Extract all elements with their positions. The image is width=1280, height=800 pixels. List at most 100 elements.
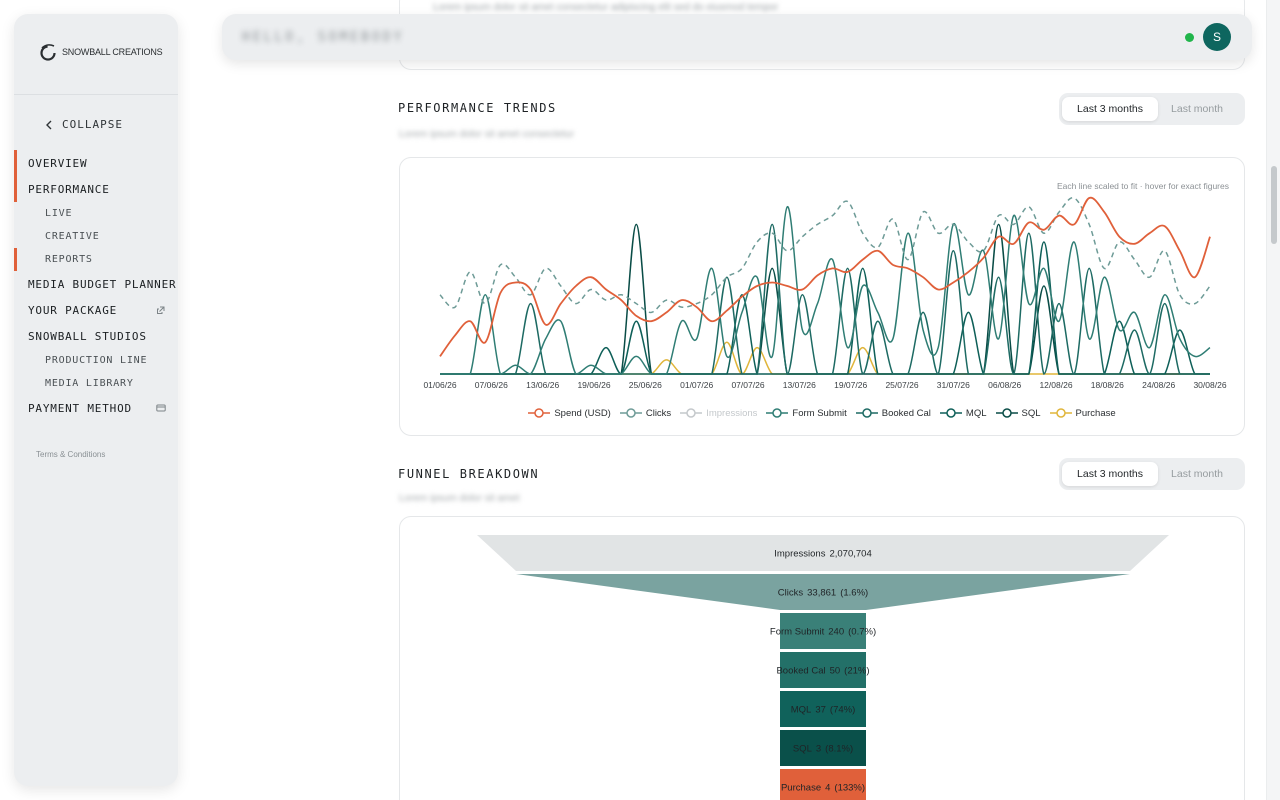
funnel-stage-value: 3 [816, 744, 821, 755]
funnel-stage-booked-cal[interactable] [780, 652, 866, 688]
performance-range-last-3-months[interactable]: Last 3 months [1062, 97, 1158, 121]
legend-label: Impressions [706, 407, 758, 419]
greeting-text: HELLO, SOMEBODY [242, 30, 405, 45]
legend-label: Purchase [1075, 407, 1116, 419]
sidebar-item-reports[interactable]: REPORTS [14, 248, 178, 271]
funnel-stage-percent: (74%) [830, 705, 855, 716]
legend-label: Spend (USD) [554, 407, 611, 419]
sidebar-item-performance[interactable]: PERFORMANCE [14, 176, 178, 202]
series-line-booked-cal[interactable] [439, 223, 1210, 375]
chevron-left-icon [46, 120, 52, 129]
sidebar-item-label: PAYMENT METHOD [28, 401, 132, 415]
x-tick-label: 07/06/26 [475, 380, 508, 390]
x-tick-label: 13/06/26 [526, 380, 559, 390]
funnel-stage-name: Impressions [774, 549, 825, 560]
series-line-form-submit[interactable] [439, 206, 1211, 375]
funnel-stage-name: SQL [793, 744, 812, 755]
x-tick-label: 19/07/26 [834, 380, 867, 390]
x-tick-label: 01/07/26 [680, 380, 713, 390]
funnel-stage-name: Form Submit [770, 627, 825, 638]
funnel-range-last-3-months[interactable]: Last 3 months [1062, 462, 1158, 486]
series-line-spend-usd[interactable] [439, 196, 1211, 357]
sidebar-item-label: LIVE [45, 208, 73, 219]
performance-title: PERFORMANCE TRENDS [398, 101, 557, 115]
funnel-stage-label: Impressions 2,070,704 [774, 549, 871, 560]
legend-item-clicks[interactable]: Clicks [619, 407, 672, 419]
sidebar-item-production-line[interactable]: PRODUCTION LINE [14, 349, 178, 372]
sidebar-item-snowball-studios[interactable]: SNOWBALL STUDIOS [14, 323, 178, 349]
performance-subtitle: Lorem ipsum dolor sit amet consectetur [399, 129, 575, 140]
legend-item-booked-cal[interactable]: Booked Cal [855, 407, 931, 419]
sidebar-item-label: PRODUCTION LINE [45, 355, 148, 366]
funnel-stage-value: 50 [830, 666, 841, 677]
sidebar-item-overview[interactable]: OVERVIEW [14, 150, 178, 176]
funnel-stage-clicks[interactable] [516, 574, 1130, 610]
funnel-stage-value: 4 [825, 783, 830, 794]
funnel-stage-label: Booked Cal 50 (21%) [776, 666, 869, 677]
series-line-mql[interactable] [439, 241, 1210, 375]
funnel-stage-name: MQL [791, 705, 812, 716]
legend-item-impressions[interactable]: Impressions [680, 407, 757, 419]
x-tick-label: 06/08/26 [988, 380, 1021, 390]
funnel-stage-label: Form Submit 240 (0.7%) [770, 627, 876, 638]
x-tick-label: 30/08/26 [1193, 380, 1226, 390]
funnel-stage-impressions[interactable] [477, 535, 1169, 571]
legend-marker-icon [995, 408, 1018, 418]
scrollbar-thumb[interactable] [1271, 166, 1277, 244]
x-tick-label: 01/06/26 [423, 380, 456, 390]
funnel-stage-form-submit[interactable] [780, 613, 866, 649]
funnel-stage-mql[interactable] [780, 691, 866, 727]
sidebar-item-live[interactable]: LIVE [14, 202, 178, 225]
funnel-stage-label: MQL 37 (74%) [791, 705, 856, 716]
funnel-stage-sql[interactable] [780, 730, 866, 766]
external-link-icon [157, 306, 165, 314]
legend-marker-icon [1049, 408, 1072, 418]
chart-legend: Spend (USD) Clicks Impressions Form Submit B… [400, 407, 1244, 419]
collapse-button[interactable]: COLLAPSE [44, 118, 123, 131]
sidebar-nav: OVERVIEW PERFORMANCE LIVE CREATIVE REPORTS ME… [14, 150, 178, 421]
performance-range-last-month[interactable]: Last month [1171, 103, 1223, 115]
series-line-purchase[interactable] [439, 341, 1210, 375]
funnel-stage-value: 240 [828, 627, 844, 638]
performance-line-chart[interactable]: 01/06/26 07/06/26 13/06/26 19/06/26 25/06/26… [400, 158, 1246, 437]
sidebar-item-creative[interactable]: CREATIVE [14, 225, 178, 248]
legend-item-purchase[interactable]: Purchase [1049, 407, 1116, 419]
sidebar-item-your-package[interactable]: YOUR PACKAGE [14, 297, 178, 323]
legend-item-sql[interactable]: SQL [995, 407, 1041, 419]
funnel-chart[interactable]: Impressions 2,070,704 Clicks 33,861 (1.6%) Fo… [400, 517, 1246, 800]
page-scrollbar[interactable] [1266, 0, 1280, 800]
performance-range-toggle: Last 3 months Last month [1059, 93, 1245, 125]
sidebar-item-payment-method[interactable]: PAYMENT METHOD [14, 395, 178, 421]
sidebar-item-media-budget-planner[interactable]: MEDIA BUDGET PLANNER [14, 271, 178, 297]
online-status-indicator [1185, 33, 1194, 42]
funnel-range-last-month[interactable]: Last month [1171, 468, 1223, 480]
terms-link[interactable]: Terms & Conditions [36, 450, 106, 459]
legend-label: Form Submit [792, 407, 847, 419]
previous-section-text: Lorem ipsum dolor sit amet consectetur a… [433, 2, 779, 13]
performance-chart-card: Each line scaled to fit · hover for exac… [399, 157, 1245, 436]
top-bar: HELLO, SOMEBODY S [222, 14, 1252, 60]
funnel-chart-card: Impressions 2,070,704 Clicks 33,861 (1.6%) Fo… [399, 516, 1245, 800]
legend-item-form-submit[interactable]: Form Submit [766, 407, 847, 419]
x-tick-label: 13/07/26 [783, 380, 816, 390]
collapse-label: COLLAPSE [62, 118, 123, 131]
card-icon [156, 404, 166, 412]
funnel-stage-purchase[interactable] [780, 769, 866, 800]
funnel-stage-label: SQL 3 (8.1%) [793, 744, 853, 755]
sidebar-item-label: MEDIA LIBRARY [45, 378, 134, 389]
brand-logo[interactable]: Snowball Creations [38, 42, 163, 62]
funnel-stage-name: Booked Cal [776, 666, 825, 677]
funnel-stage-value: 33,861 [807, 588, 836, 599]
funnel-stage-percent: (0.7%) [848, 627, 876, 638]
legend-label: Clicks [645, 407, 672, 419]
funnel-stage-label: Purchase 4 (133%) [781, 783, 865, 794]
x-tick-label: 25/07/26 [885, 380, 918, 390]
sidebar-item-label: YOUR PACKAGE [28, 303, 118, 317]
avatar[interactable]: S [1203, 23, 1231, 51]
sidebar: Snowball Creations COLLAPSE OVERVIEW PERF… [14, 14, 178, 786]
funnel-range-toggle: Last 3 months Last month [1059, 458, 1245, 490]
legend-item-mql[interactable]: MQL [939, 407, 987, 419]
legend-item-spend-usd[interactable]: Spend (USD) [528, 407, 611, 419]
series-line-clicks[interactable] [439, 197, 1211, 314]
sidebar-item-media-library[interactable]: MEDIA LIBRARY [14, 372, 178, 395]
